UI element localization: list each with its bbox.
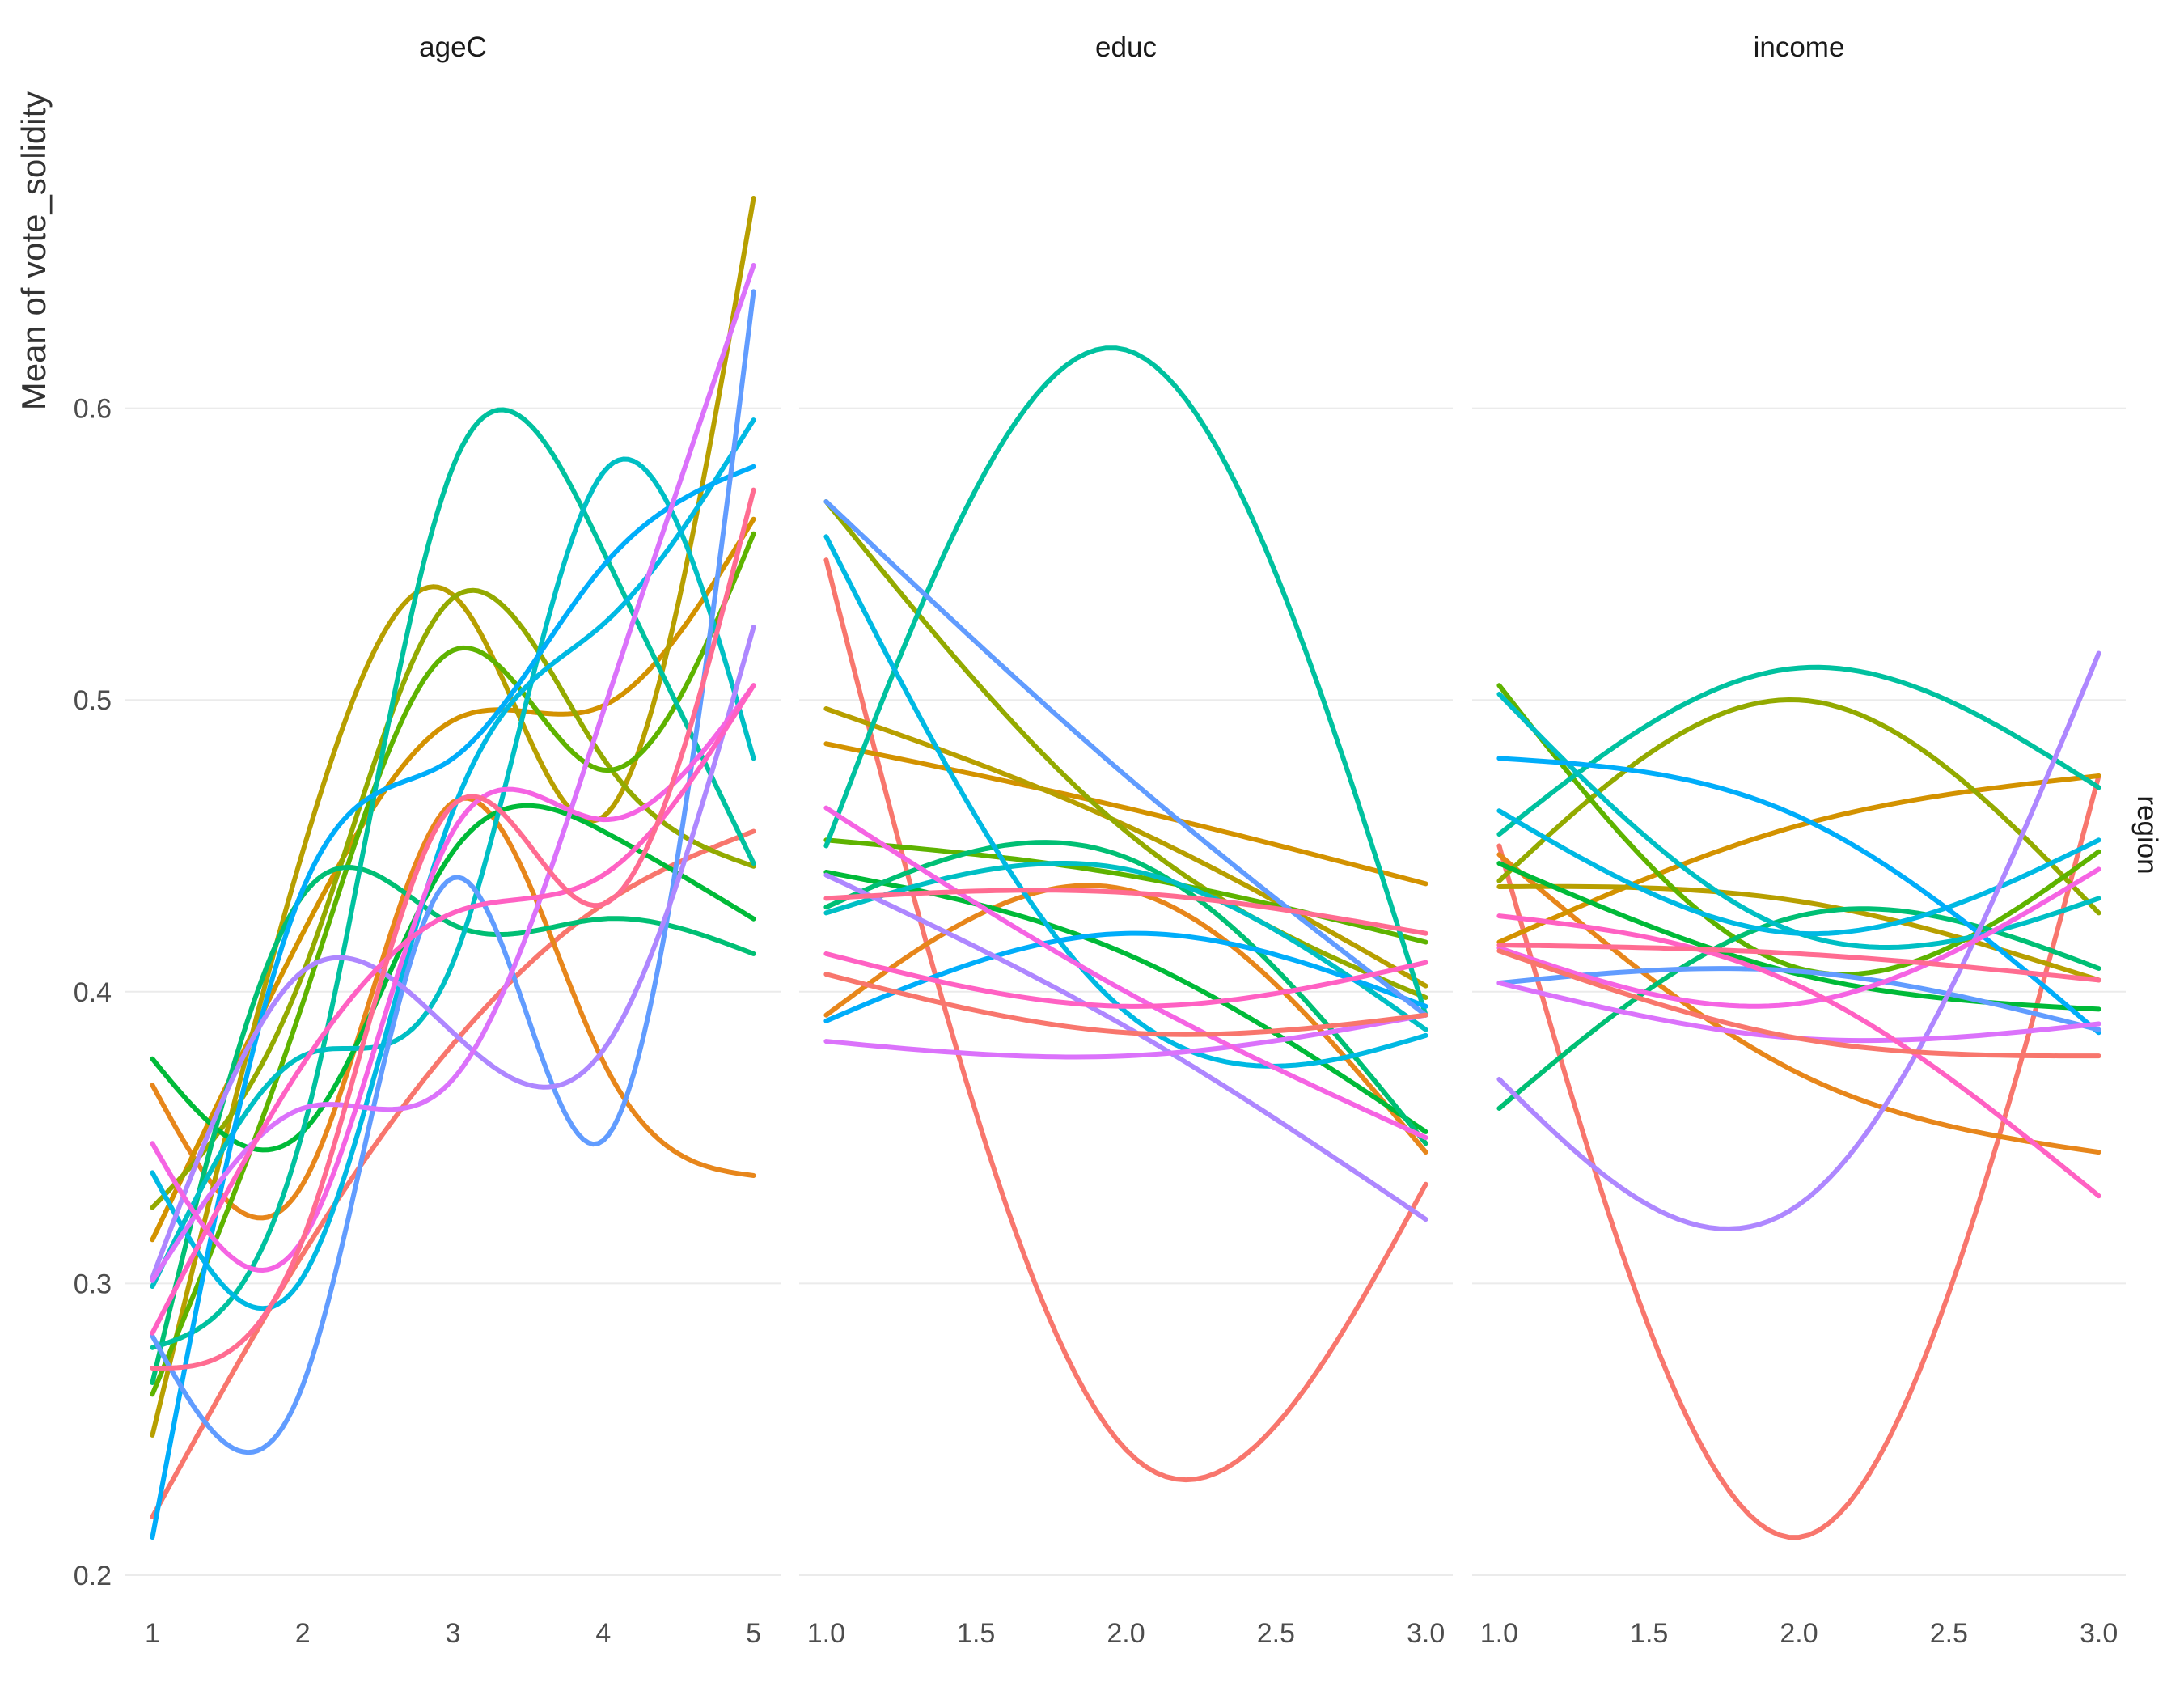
series-line-ageC-0	[150, 828, 756, 1519]
series-line-educ-13	[823, 872, 1428, 1222]
series-line-educ-7	[823, 840, 1428, 1146]
x-tick-label-ageC-4: 5	[746, 1618, 761, 1649]
strip-label-ageC: ageC	[419, 32, 487, 63]
series-line-educ-12	[823, 499, 1428, 1018]
series-line-income-18	[1496, 948, 2101, 1059]
x-tick-label-educ-4: 3.0	[1407, 1618, 1445, 1649]
ticks-layer: 1 2 3 4 5 1.0 1.5 2.0 2.5 3.0 1.0 1.5 2.0 2.5 3.0 0.2 0.…	[74, 394, 2118, 1649]
y-axis-title: Mean of vote_solidity	[15, 91, 53, 411]
series-line-educ-16	[823, 951, 1428, 1009]
x-tick-label-ageC-2: 3	[446, 1618, 461, 1649]
series-line-income-2	[1496, 773, 2101, 945]
series-line-educ-2	[823, 741, 1428, 887]
lines-layer	[150, 196, 2101, 1540]
series-line-ageC-4	[150, 587, 756, 1210]
series-line-ageC-12	[150, 289, 756, 1455]
y-tick-label-4: 0.6	[74, 394, 112, 425]
series-line-educ-10	[823, 534, 1428, 1069]
series-line-ageC-17	[150, 487, 756, 1371]
series-line-ageC-15	[150, 683, 756, 1273]
series-line-ageC-11	[150, 464, 756, 1540]
series-line-ageC-14	[150, 263, 756, 1283]
x-tick-label-educ-1: 1.5	[957, 1618, 995, 1649]
x-tick-label-income-3: 2.5	[1930, 1618, 1968, 1649]
series-line-ageC-13	[150, 625, 756, 1281]
series-line-income-1	[1496, 852, 2101, 1155]
series-line-ageC-16	[150, 683, 756, 1336]
x-tick-label-ageC-0: 1	[145, 1618, 160, 1649]
x-tick-label-income-0: 1.0	[1480, 1618, 1518, 1649]
y-tick-label-2: 0.4	[74, 977, 112, 1008]
series-line-ageC-9	[150, 456, 756, 1289]
x-tick-label-ageC-1: 2	[295, 1618, 311, 1649]
series-line-income-12	[1496, 966, 2101, 1032]
series-line-income-16	[1496, 913, 2101, 1199]
y-tick-label-1: 0.3	[74, 1269, 112, 1299]
x-tick-label-educ-3: 2.5	[1257, 1618, 1295, 1649]
series-line-income-5	[1496, 683, 2101, 977]
series-line-educ-17	[823, 888, 1428, 936]
x-tick-label-income-4: 3.0	[2080, 1618, 2118, 1649]
series-line-educ-8	[823, 345, 1428, 1018]
right-strip-label: region	[2131, 795, 2163, 874]
series-line-income-8	[1496, 664, 2101, 837]
y-tick-label-3: 0.5	[74, 685, 112, 716]
series-line-income-0	[1496, 773, 2101, 1540]
series-line-ageC-7	[150, 865, 756, 1385]
series-line-income-13	[1496, 650, 2101, 1231]
series-line-educ-1	[823, 883, 1428, 1155]
series-line-educ-14	[823, 1012, 1428, 1060]
series-line-educ-3	[823, 706, 1428, 989]
x-tick-label-educ-2: 2.0	[1107, 1618, 1145, 1649]
x-tick-label-educ-0: 1.0	[807, 1618, 845, 1649]
series-line-educ-4	[823, 499, 1428, 1000]
series-line-income-11	[1496, 756, 2101, 1036]
strips-layer: ageC educ income	[419, 32, 1844, 63]
series-line-educ-9	[823, 861, 1428, 1032]
series-line-educ-15	[823, 805, 1428, 1141]
series-line-income-15	[1496, 866, 2101, 1009]
y-tick-label-0: 0.2	[74, 1561, 112, 1591]
strip-label-educ: educ	[1095, 32, 1157, 63]
x-tick-label-income-2: 2.0	[1780, 1618, 1818, 1649]
series-line-income-17	[1496, 943, 2101, 983]
series-line-educ-18	[823, 972, 1428, 1037]
series-line-educ-0	[823, 557, 1428, 1483]
x-tick-label-ageC-3: 4	[595, 1618, 611, 1649]
strip-label-income: income	[1754, 32, 1845, 63]
x-tick-label-income-1: 1.5	[1630, 1618, 1668, 1649]
series-line-ageC-10	[150, 417, 756, 1311]
